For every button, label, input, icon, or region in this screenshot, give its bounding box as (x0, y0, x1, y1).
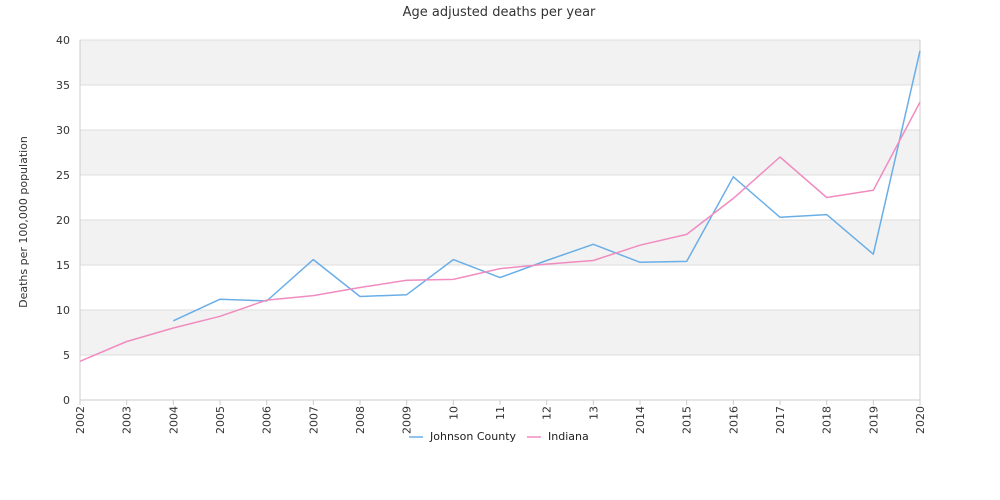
x-tick-label: 2009 (401, 406, 414, 434)
y-tick-label: 25 (56, 169, 70, 182)
x-tick-label: 2006 (261, 406, 274, 434)
x-tick-label: 2019 (867, 406, 880, 434)
x-tick-label: 12 (541, 406, 554, 420)
grid-band (80, 220, 920, 265)
series-line-johnson-county[interactable] (172, 50, 921, 322)
x-tick-label: 2020 (914, 406, 927, 434)
x-tick-label: 2014 (634, 406, 647, 434)
y-axis-title: Deaths per 100,000 population (17, 136, 30, 308)
series-layer (79, 50, 921, 362)
background-bands (80, 40, 920, 355)
y-tick-label: 40 (56, 34, 70, 47)
y-tick-label: 20 (56, 214, 70, 227)
x-tick-label: 2002 (74, 406, 87, 434)
series-line-indiana[interactable] (79, 101, 921, 362)
x-tick-label: 2018 (821, 406, 834, 434)
y-tick-label: 0 (63, 394, 70, 407)
y-tick-label: 5 (63, 349, 70, 362)
grid-band (80, 310, 920, 355)
y-tick-label: 10 (56, 304, 70, 317)
x-tick-label: 2017 (774, 406, 787, 434)
x-tick-label: 10 (447, 406, 460, 420)
x-tick-label: 2008 (354, 406, 367, 434)
legend-label-johnson-county: Johnson County (429, 430, 517, 443)
chart-title: Age adjusted deaths per year (403, 5, 596, 20)
x-tick-label: 2016 (727, 406, 740, 434)
grid-band (80, 130, 920, 175)
legend-label-indiana: Indiana (548, 430, 589, 443)
x-tick-label: 13 (587, 406, 600, 420)
legend[interactable]: Johnson County Indiana (409, 430, 589, 443)
y-tick-label: 35 (56, 79, 70, 92)
y-tick-label: 15 (56, 259, 70, 272)
legend-item-johnson-county[interactable]: Johnson County (409, 430, 517, 443)
axes (79, 40, 921, 405)
x-tick-label: 2007 (307, 406, 320, 434)
x-tick-label: 2003 (121, 406, 134, 434)
grid-band (80, 40, 920, 85)
legend-item-indiana[interactable]: Indiana (527, 430, 589, 443)
x-tick-labels: 2002 2003 2004 2005 2006 2007 2008 2009 10 11 12 13… (74, 406, 927, 434)
x-tick-label: 2004 (167, 406, 180, 434)
x-tick-label: 2005 (214, 406, 227, 434)
y-tick-label: 30 (56, 124, 70, 137)
x-tick-label: 11 (494, 406, 507, 420)
y-tick-labels: 0 5 10 15 20 25 30 35 40 (56, 34, 70, 407)
x-tick-label: 2015 (681, 406, 694, 434)
